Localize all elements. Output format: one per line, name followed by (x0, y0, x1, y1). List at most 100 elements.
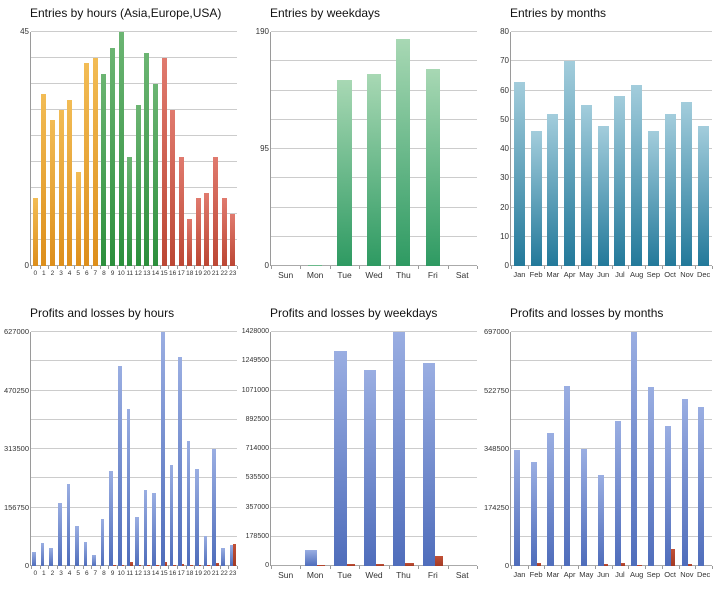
bar-entries (564, 61, 576, 266)
axis-tick (594, 566, 596, 569)
bar-loss (207, 565, 211, 566)
bar-entries (170, 110, 176, 266)
bar-profit (547, 433, 554, 566)
category-slot: 15 (160, 32, 169, 277)
bar-profit (422, 362, 435, 566)
axis-tick (134, 266, 135, 269)
axis-tick (151, 566, 153, 569)
x-axis-label: 20 (203, 270, 211, 277)
bar-profit (40, 543, 45, 566)
category-slot: 23 (228, 32, 237, 277)
chart-plot-area: 0 174250 348500 522750 697000 Jan Feb Mar Apr May… (484, 328, 713, 579)
axis-tick (527, 566, 529, 569)
y-axis-label: 70 (500, 56, 509, 66)
category-slot: Thu (389, 332, 418, 580)
axis-tick (628, 266, 630, 269)
bar-entries (187, 219, 193, 266)
category-slot: 21 (211, 332, 220, 577)
bar-profit (32, 551, 36, 566)
chart-plot-area: 0 10 20 30 40 50 60 70 80 Jan Feb Mar Apr May Jun Jul Au… (500, 28, 713, 279)
chart-title: Entries by hours (Asia,Europe,USA) (30, 6, 222, 20)
x-axis-label: 15 (160, 570, 168, 577)
bar-loss (190, 564, 193, 566)
gridline (271, 60, 477, 62)
axis-tick (82, 566, 84, 569)
bar-profit (393, 332, 406, 566)
axis-tick (300, 266, 302, 269)
x-axis-label: Jun (597, 270, 610, 279)
x-axis-label: Nov (680, 270, 694, 279)
axis-tick (237, 266, 238, 269)
gridline (511, 118, 712, 120)
axis-tick (418, 266, 420, 269)
axis-tick (577, 566, 579, 569)
axis-tick (661, 266, 663, 269)
y-axis-label: 470250 (3, 385, 29, 395)
axis-tick (329, 266, 331, 269)
x-axis-baseline (31, 565, 237, 566)
axis-tick (388, 566, 390, 569)
category-slot: Wed (359, 32, 388, 280)
category-slot: Mar (544, 32, 561, 279)
gridline (31, 161, 237, 162)
axis-tick (611, 266, 613, 269)
y-axis-label: 313500 (3, 444, 29, 453)
category-slot: Aug (628, 332, 645, 579)
category-slot: 3 (57, 332, 66, 577)
category-slot: 10 (117, 32, 126, 277)
category-slot: Jan (511, 32, 528, 279)
gridline (511, 148, 712, 149)
chart-plot-area: 0 156750 313500 470250 627000 0 1 2 3 4 5 6 7 8 9 10 11 1… (4, 328, 238, 577)
category-slot: 12 (134, 332, 143, 577)
x-axis-label: Nov (680, 570, 694, 579)
x-axis-label: 18 (186, 570, 194, 577)
chart-plot-area: 0 45 0 1 2 3 4 5 6 7 8 9 10 11 12 13 14 15 16 17 18 19 20 21 22 2… (20, 28, 238, 277)
gridline (511, 360, 712, 362)
bar-profit (664, 425, 671, 566)
gridline (31, 389, 237, 391)
bar-profit (143, 489, 148, 566)
bar-loss (147, 565, 150, 566)
axis-tick (271, 566, 272, 569)
bar-loss (603, 564, 609, 566)
chart-title: Profits and losses by hours (30, 306, 175, 320)
category-slot: Fri (418, 332, 447, 580)
x-axis-label: Oct (664, 570, 676, 579)
y-axis-label: 174250 (483, 502, 509, 512)
axis-tick (228, 566, 230, 569)
category-slot: Nov (679, 332, 696, 579)
x-axis-label: 7 (93, 270, 98, 277)
axis-tick (176, 566, 178, 569)
axis-tick (185, 266, 187, 269)
x-axis-label: Thu (396, 270, 411, 280)
category-slot: 2 (48, 332, 57, 577)
category-slot: 7 (91, 32, 100, 277)
gridline (31, 57, 237, 58)
category-slot: 14 (151, 32, 160, 277)
axis-tick (329, 566, 331, 569)
category-slot: 3 (57, 32, 66, 277)
x-axis-label: Mar (546, 270, 560, 279)
x-axis-label: Sep (646, 570, 661, 579)
gridline (31, 535, 237, 537)
bar-profit (66, 483, 71, 566)
category-slot: Sep (645, 32, 662, 279)
bar-profit (647, 387, 654, 566)
category-slot: May (578, 332, 595, 579)
axis-tick (447, 566, 449, 569)
gridline (31, 360, 237, 362)
y-axis-label: 95 (260, 144, 269, 153)
bar-profit (126, 409, 131, 566)
bar-entries (161, 58, 167, 266)
bar-entries (67, 99, 73, 266)
x-axis-baseline (31, 265, 237, 266)
axis-tick (561, 266, 563, 269)
category-slot: Tue (330, 32, 359, 280)
bar-entries (396, 39, 411, 266)
chart-panel-entries-by-months: Entries by months 0 10 20 30 40 50 60 70 80 Jan Fe… (480, 0, 715, 300)
bar-loss (620, 562, 626, 566)
bar-entries (144, 52, 150, 266)
bar-loss (536, 562, 542, 566)
axis-tick (185, 566, 187, 569)
bar-loss (233, 544, 236, 566)
